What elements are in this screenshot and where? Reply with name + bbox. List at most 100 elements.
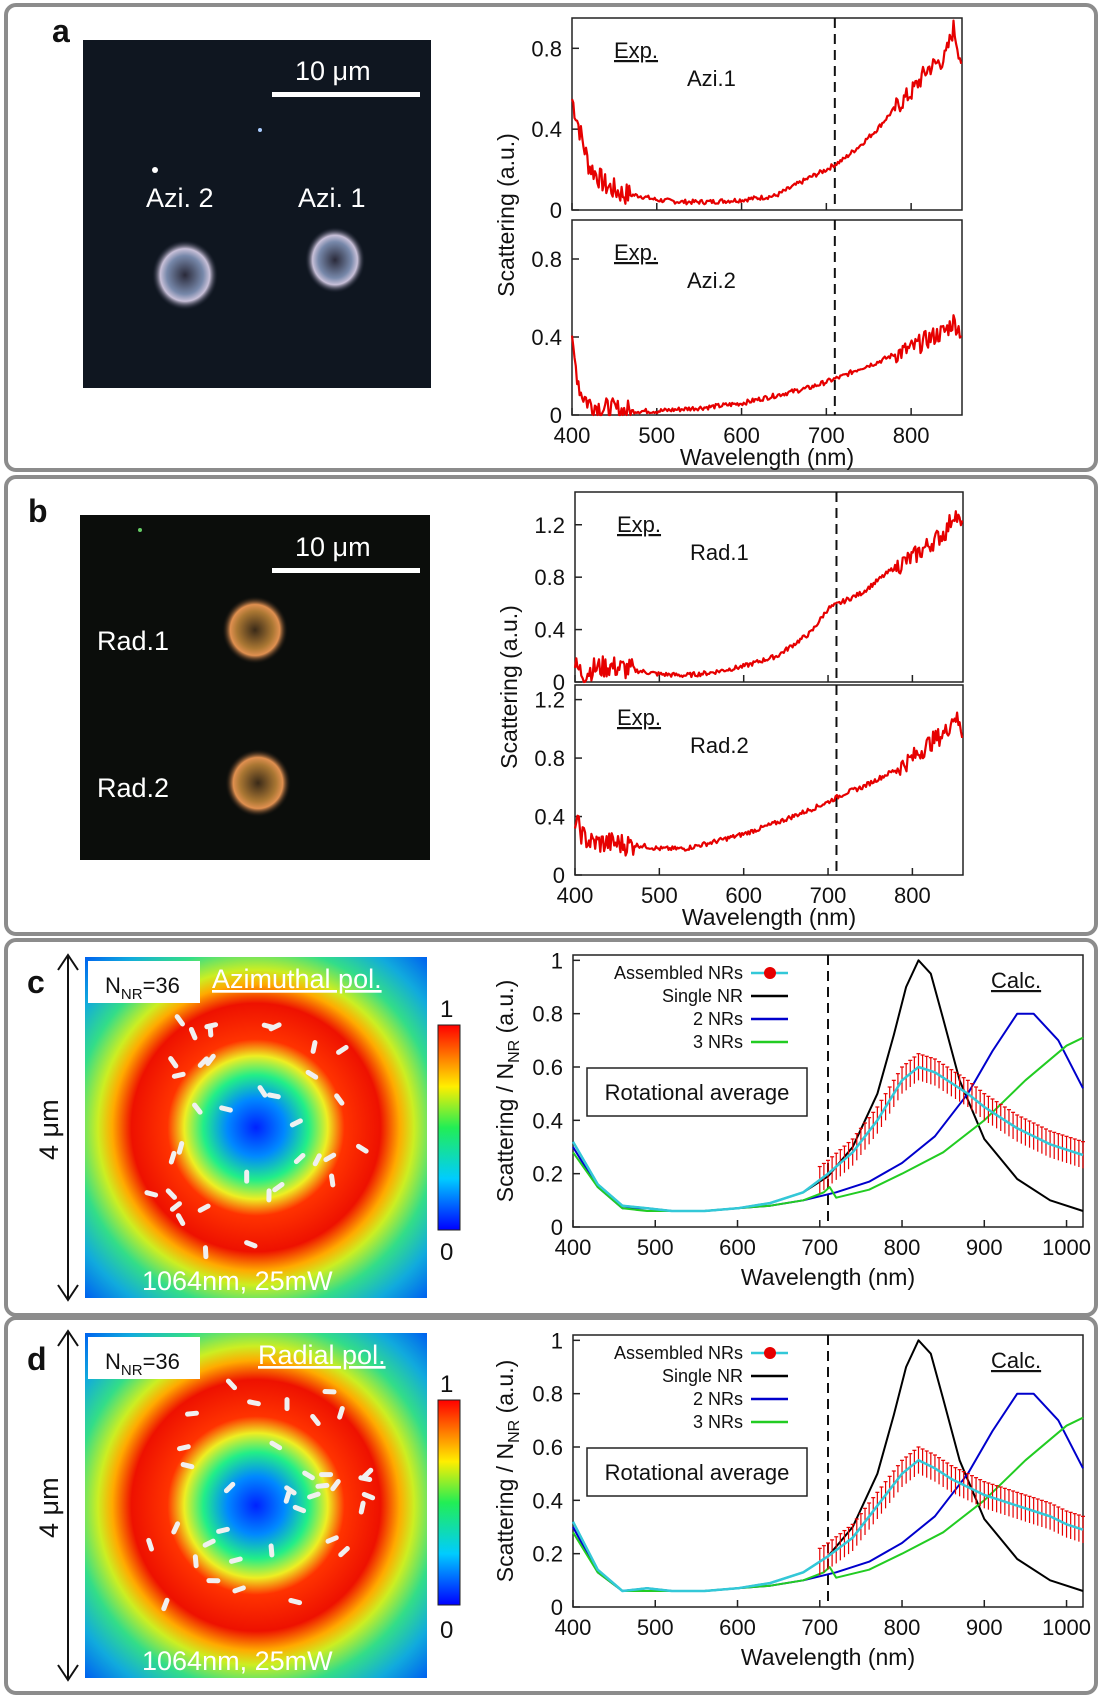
nanorod <box>293 1152 306 1165</box>
y-tick-label: 1 <box>551 1328 563 1353</box>
nanorod <box>180 1462 195 1470</box>
nanorod <box>197 1203 211 1213</box>
sample-annotation: Azi.1 <box>687 66 736 91</box>
sample-annotation: Rad.1 <box>690 540 749 565</box>
plot-frame <box>574 684 964 876</box>
nanorod <box>269 1440 283 1451</box>
nanorod-markers <box>144 1014 369 1260</box>
exp-annotation: Exp. <box>617 705 661 730</box>
intensity-map <box>85 957 427 1298</box>
nanorod <box>319 1472 334 1478</box>
nanorod <box>338 1546 350 1558</box>
colorbar-min: 0 <box>440 1239 453 1266</box>
nanorod <box>330 1479 341 1492</box>
colorbar <box>437 1024 461 1231</box>
nanorod <box>188 1026 198 1041</box>
spectrum-line <box>573 510 964 684</box>
rad2-spot <box>225 749 291 817</box>
nanorod <box>244 1240 258 1249</box>
chart-b-top: 0 0.4 0.8 1.2 Exp. Rad.1 Scattering (a.u.) <box>496 491 964 769</box>
calc-annotation: Calc. <box>991 1348 1041 1373</box>
nanorod <box>289 1118 303 1128</box>
x-tick-label: 800 <box>884 1235 921 1260</box>
assembled-nrs-line <box>571 1065 1084 1213</box>
rad1-label: Rad.1 <box>97 626 169 656</box>
x-tick-label: 800 <box>884 1615 921 1640</box>
x-tick-label: 800 <box>893 423 930 448</box>
size-label: 4 μm <box>34 1477 64 1538</box>
y-tick-label: 0.8 <box>532 1382 563 1407</box>
x-tick-label: 700 <box>801 1235 838 1260</box>
nanorod <box>334 1093 345 1106</box>
panel-b-frame <box>4 475 1098 936</box>
x-tick-label: 1000 <box>1042 1615 1091 1640</box>
y-axis-label: Scattering (a.u.) <box>496 605 522 769</box>
nanorod <box>361 1491 376 1501</box>
nanorod <box>288 1597 303 1606</box>
nanorod <box>202 1538 216 1548</box>
nanorod-markers <box>146 1378 376 1612</box>
y-tick-label: 0.2 <box>532 1162 563 1187</box>
azi1-label: Azi. 1 <box>298 183 366 213</box>
nanorod <box>168 1056 179 1069</box>
y-tick-label: 0.2 <box>532 1542 563 1567</box>
nanorod <box>266 1092 281 1100</box>
nanorod <box>361 1467 374 1480</box>
x-tick-label: 600 <box>719 1615 756 1640</box>
y-tick-label: 0.6 <box>532 1055 563 1080</box>
nanorod <box>232 1585 246 1594</box>
nanorod <box>161 1597 170 1612</box>
x-tick-label: 1000 <box>1042 1235 1091 1260</box>
nanorod <box>225 1378 238 1391</box>
legend-marker <box>764 967 776 979</box>
nanorod <box>272 1181 285 1193</box>
y-tick-label: 0.8 <box>531 247 562 272</box>
nanorod <box>206 1578 221 1584</box>
chart-b-bottom: 0 0.4 0.8 1.2 400 500 600 700 800 Exp. Rad.2 Wavele… <box>534 684 964 930</box>
nanorod <box>358 1500 366 1515</box>
nanorod <box>266 1188 272 1203</box>
y-tick-label: 0.4 <box>531 117 562 142</box>
nanorod <box>207 1023 214 1038</box>
y-axis-label: Scattering (a.u.) <box>493 133 519 297</box>
y-axis-label: Scattering / NNR (a.u.) <box>492 1360 523 1583</box>
nanorod <box>305 1069 319 1080</box>
nanorod <box>336 1044 349 1055</box>
exp-annotation: Exp. <box>614 38 658 63</box>
scale-bar-label: 10 μm <box>295 532 371 562</box>
nanorod <box>292 1504 307 1514</box>
legend-label: 2 NRs <box>693 1389 743 1409</box>
y-tick-label: 0 <box>553 670 565 695</box>
y-tick-label: 0.4 <box>534 805 565 830</box>
nanorod <box>268 1543 275 1558</box>
plot-frame <box>574 491 964 683</box>
rotational-average-label: Rotational average <box>605 1460 790 1485</box>
panel-b-micrograph: 10 μm Rad.1 Rad.2 <box>80 515 430 860</box>
nanorod <box>310 1040 318 1054</box>
panel-a-label: a <box>52 13 70 49</box>
nanorod <box>323 1152 337 1163</box>
nanorod <box>356 1143 369 1154</box>
x-tick-label: 900 <box>966 1615 1003 1640</box>
nanorod <box>310 1413 321 1427</box>
x-tick-label: 400 <box>555 1235 592 1260</box>
azi2-spot <box>152 240 218 310</box>
rad2-label: Rad.2 <box>97 773 169 803</box>
x-tick-label: 500 <box>641 883 678 908</box>
nanorod <box>229 1556 243 1564</box>
x-axis-label: Wavelength (nm) <box>682 904 856 930</box>
plot-frame <box>571 17 963 211</box>
scale-bar <box>272 92 420 97</box>
y-tick-label: 0 <box>550 403 562 428</box>
nanorod <box>192 1102 203 1115</box>
rad1-spot <box>222 596 288 664</box>
spectrum-line <box>573 711 964 857</box>
spectrum-line <box>570 19 963 206</box>
charts: 0 0.4 0.8 Exp. Azi.1 Scattering (a.u.) 0 0.4 0.8… <box>492 17 1091 1670</box>
x-tick-label: 600 <box>719 1235 756 1260</box>
nanorod <box>247 1399 261 1407</box>
panel-d-frame <box>4 1316 1098 1695</box>
x-axis-label: Wavelength (nm) <box>680 444 854 470</box>
nanorod <box>146 1537 154 1552</box>
exp-annotation: Exp. <box>617 512 661 537</box>
